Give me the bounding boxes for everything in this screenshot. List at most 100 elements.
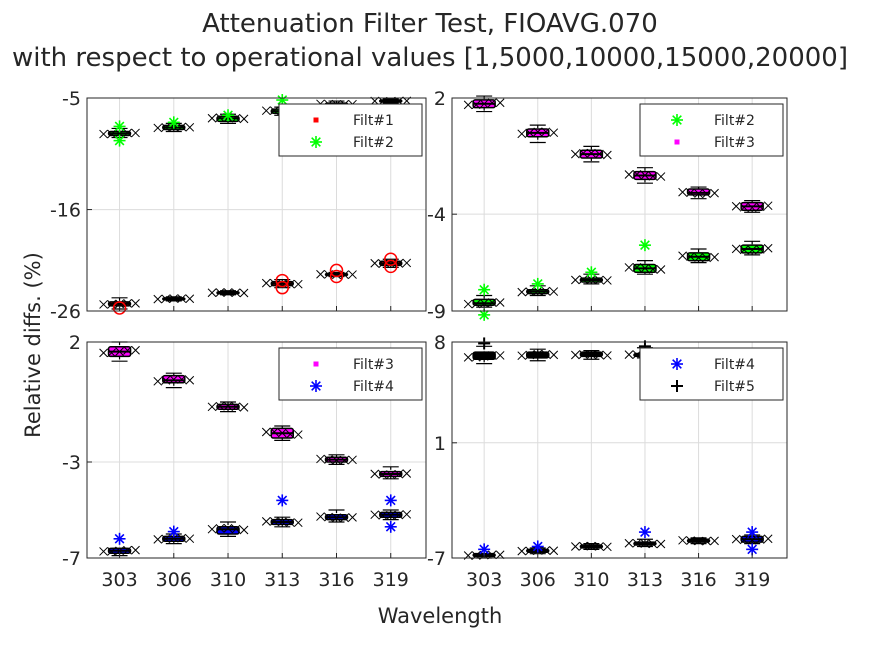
data-point	[731, 244, 741, 254]
outlier-marker	[222, 109, 235, 122]
box-310	[571, 350, 612, 360]
box-310	[207, 401, 249, 413]
data-point	[324, 455, 333, 464]
data-point	[479, 298, 489, 308]
data-point	[115, 546, 124, 556]
data-point	[394, 469, 404, 479]
data-point	[316, 269, 325, 279]
data-point	[386, 511, 396, 520]
data-point	[739, 535, 749, 545]
box-313	[624, 167, 666, 184]
outlier-marker	[167, 116, 180, 129]
data-point	[517, 129, 527, 139]
data-point	[131, 545, 140, 555]
data-point	[215, 288, 225, 297]
data-point	[215, 523, 225, 533]
outlier-marker	[638, 239, 651, 252]
outlier-marker	[113, 134, 126, 147]
x-tick-label: 306	[520, 569, 556, 591]
data-point	[277, 517, 287, 527]
legend: Filt#4 Filt#5	[639, 347, 784, 401]
data-point	[603, 351, 612, 360]
y-tick-label: -7	[62, 548, 81, 570]
data-point	[495, 351, 505, 360]
data-point	[332, 455, 341, 465]
data-point	[686, 252, 695, 261]
data-point	[293, 430, 303, 439]
data-point	[731, 534, 741, 544]
data-point	[624, 350, 634, 359]
outlier-marker	[531, 540, 544, 553]
data-point	[153, 535, 163, 544]
data-point	[169, 294, 179, 303]
data-point	[525, 350, 535, 360]
data-point	[541, 127, 551, 137]
data-point	[463, 299, 473, 309]
data-point	[632, 170, 642, 179]
data-point	[487, 98, 497, 108]
data-point	[123, 128, 132, 138]
data-point	[316, 512, 325, 521]
data-point	[231, 288, 241, 298]
box-306	[153, 294, 195, 304]
data-point	[702, 189, 711, 199]
data-point	[710, 536, 719, 546]
series-Filt1	[99, 252, 412, 315]
data-point	[694, 253, 703, 263]
data-point	[239, 288, 249, 298]
data-point	[107, 129, 116, 139]
data-point	[487, 298, 497, 307]
outlier-marker	[531, 277, 544, 290]
legend-box	[639, 347, 784, 401]
data-point	[269, 106, 279, 115]
data-point	[215, 401, 225, 411]
data-point	[332, 513, 341, 523]
panel-bottom-left: 2 -3 -7 303 306 310 313 316 319 Filt#3 Filt#4	[62, 332, 427, 591]
data-point	[479, 352, 489, 361]
legend-entry: Filt#3	[714, 135, 755, 151]
data-point	[161, 294, 171, 304]
panel-top-right: 2 -4 -9 Filt#2 Filt#3	[427, 88, 788, 323]
data-point	[533, 127, 543, 137]
data-point	[495, 98, 505, 108]
box-316	[316, 454, 357, 465]
data-point	[686, 536, 695, 546]
data-point	[177, 122, 187, 132]
data-point	[747, 535, 757, 545]
y-tick-label: -4	[427, 204, 446, 226]
outlier-marker	[383, 252, 398, 267]
data-point	[185, 122, 195, 132]
legend-entry: Filt#3	[353, 357, 394, 373]
data-point	[207, 524, 217, 534]
box-306	[153, 525, 195, 545]
data-point	[595, 350, 604, 360]
data-point	[595, 275, 604, 285]
box-313	[261, 273, 303, 295]
data-point	[185, 375, 195, 385]
x-axis-label: Wavelength	[378, 604, 503, 628]
panel-bottom-right: 8 1 -7 303 306 310 313 316 319 Filt#4 Filt#5	[427, 332, 788, 591]
data-point	[587, 541, 596, 551]
data-point	[624, 538, 634, 548]
data-point	[277, 428, 287, 438]
data-point	[107, 348, 116, 358]
box-306	[517, 277, 559, 297]
data-point	[603, 276, 612, 285]
data-point	[525, 546, 535, 556]
box-316	[678, 535, 719, 546]
data-point	[223, 523, 233, 533]
box-303	[463, 337, 505, 365]
data-point	[239, 525, 249, 535]
legend-entry: Filt#2	[353, 135, 394, 151]
data-point	[370, 469, 380, 479]
legend-marker	[313, 117, 319, 123]
box-319	[731, 200, 773, 213]
box-316	[678, 186, 719, 200]
box-319	[370, 466, 412, 480]
data-point	[710, 252, 719, 262]
outlier-marker	[746, 526, 759, 539]
y-axis-label: Relative diffs. (%)	[21, 252, 45, 438]
data-point	[517, 351, 527, 361]
box-306	[517, 348, 559, 362]
data-point	[402, 258, 412, 268]
